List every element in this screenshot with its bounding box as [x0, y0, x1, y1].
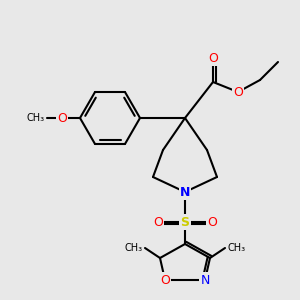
Text: S: S	[181, 215, 190, 229]
Text: O: O	[208, 52, 218, 64]
Text: N: N	[180, 185, 190, 199]
Text: O: O	[233, 85, 243, 98]
Text: CH₃: CH₃	[125, 243, 143, 253]
Text: N: N	[200, 274, 210, 286]
Text: CH₃: CH₃	[227, 243, 245, 253]
Text: O: O	[57, 112, 67, 124]
Text: O: O	[153, 215, 163, 229]
Text: O: O	[160, 274, 170, 286]
Text: O: O	[207, 215, 217, 229]
Text: CH₃: CH₃	[27, 113, 45, 123]
